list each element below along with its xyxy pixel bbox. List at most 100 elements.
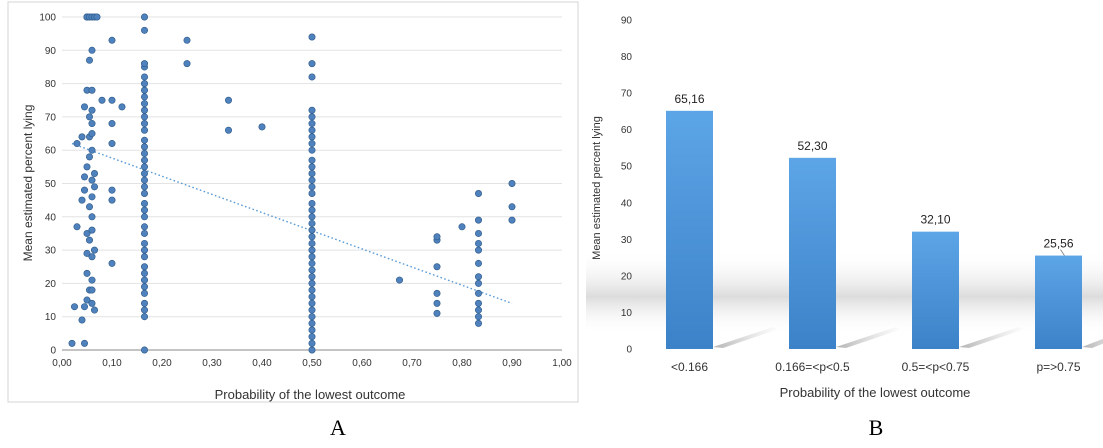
- scatter-point: [141, 313, 149, 321]
- scatter-x-tick-label: 0,80: [452, 358, 472, 369]
- bar-category-label: <0.166: [671, 360, 708, 374]
- scatter-point: [83, 296, 91, 304]
- scatter-y-tick-label: 20: [45, 279, 57, 290]
- scatter-point: [141, 276, 149, 284]
- scatter-point: [108, 120, 116, 128]
- scatter-point: [308, 259, 316, 267]
- bar-y-tick-labels: 0 10 20 30 40 50 60 70 80 90: [621, 16, 633, 356]
- bar-shadows: [713, 327, 1103, 348]
- bar: [789, 157, 836, 349]
- scatter-point: [88, 193, 96, 201]
- bar-y-tick-label: 80: [621, 52, 633, 63]
- scatter-point: [108, 36, 116, 44]
- scatter-y-axis-label: Mean estimated percent lying: [21, 105, 35, 262]
- bar-y-tick-label: 50: [621, 162, 633, 173]
- scatter-point: [308, 346, 316, 354]
- scatter-point: [78, 196, 86, 204]
- scatter-point: [81, 303, 89, 311]
- scatter-point: [88, 276, 96, 284]
- scatter-point: [141, 86, 149, 94]
- scatter-point: [308, 326, 316, 334]
- bar-shadow: [1082, 338, 1103, 348]
- scatter-point: [308, 133, 316, 141]
- scatter-point: [141, 239, 149, 247]
- scatter-point: [141, 13, 149, 21]
- scatter-point: [141, 73, 149, 81]
- scatter-point: [308, 219, 316, 227]
- scatter-point: [308, 156, 316, 164]
- bar-value-label: 32,10: [920, 213, 950, 227]
- scatter-y-tick-label: 70: [45, 112, 57, 123]
- scatter-x-tick-label: 0,50: [302, 358, 322, 369]
- scatter-point: [308, 253, 316, 261]
- scatter-point: [308, 319, 316, 327]
- scatter-point: [88, 226, 96, 234]
- scatter-x-tick-label: 0,60: [352, 358, 372, 369]
- scatter-point: [308, 226, 316, 234]
- scatter-point: [308, 170, 316, 178]
- scatter-x-tick-label: 0,10: [102, 358, 122, 369]
- scatter-point: [141, 100, 149, 108]
- scatter-point: [308, 120, 316, 128]
- scatter-point: [141, 306, 149, 314]
- scatter-point: [308, 113, 316, 121]
- scatter-point: [141, 199, 149, 207]
- scatter-point: [308, 199, 316, 207]
- scatter-point: [141, 126, 149, 134]
- scatter-point: [308, 299, 316, 307]
- scatter-point: [508, 180, 516, 188]
- scatter-point: [308, 126, 316, 134]
- scatter-point: [81, 103, 89, 111]
- scatter-point: [141, 289, 149, 297]
- scatter-point: [86, 203, 94, 211]
- scatter-y-tick-label: 10: [45, 312, 57, 323]
- scatter-x-tick-label: 0,70: [402, 358, 422, 369]
- scatter-point: [141, 170, 149, 178]
- bar: [1035, 255, 1082, 349]
- scatter-point: [433, 289, 441, 297]
- scatter-point: [308, 333, 316, 341]
- scatter-point: [395, 276, 403, 284]
- scatter-point: [141, 299, 149, 307]
- scatter-point: [118, 103, 126, 111]
- scatter-point: [474, 319, 482, 327]
- scatter-y-tick-label: 80: [45, 79, 57, 90]
- scatter-point: [141, 60, 149, 68]
- bar-value-label: 52,30: [797, 139, 827, 153]
- scatter-point: [225, 126, 233, 134]
- scatter-y-tick-label: 90: [45, 46, 57, 57]
- scatter-point: [88, 176, 96, 184]
- scatter-x-tick-labels: 0,00 0,10 0,20 0,30 0,40 0,50 0,60 0,70 0,80 0,90…: [52, 358, 572, 369]
- scatter-point: [86, 236, 94, 244]
- scatter-point: [183, 36, 191, 44]
- scatter-point: [141, 120, 149, 128]
- scatter-point: [91, 246, 99, 254]
- scatter-point: [308, 313, 316, 321]
- scatter-point: [83, 269, 91, 277]
- scatter-point: [308, 339, 316, 347]
- bar-y-tick-label: 20: [621, 271, 633, 282]
- scatter-point: [141, 113, 149, 121]
- scatter-point: [88, 253, 96, 261]
- scatter-point: [88, 106, 96, 114]
- scatter-x-tick-label: 0,30: [202, 358, 222, 369]
- scatter-point: [108, 140, 116, 148]
- bar-shadow: [836, 327, 902, 348]
- scatter-point: [88, 46, 96, 54]
- scatter-point: [141, 253, 149, 261]
- scatter-point: [141, 80, 149, 88]
- scatter-point: [88, 213, 96, 221]
- bar-category-labels: <0.166 0.166=<p<0.5 0.5=<p<0.75 p=>0.75: [671, 360, 1081, 374]
- scatter-point: [83, 249, 91, 257]
- scatter-point: [81, 173, 89, 181]
- scatter-point: [308, 306, 316, 314]
- bar-y-tick-label: 10: [621, 308, 633, 319]
- bar: [912, 231, 959, 349]
- scatter-y-tick-label: 0: [50, 346, 56, 357]
- scatter-point: [141, 189, 149, 197]
- scatter-trendline: [71, 142, 513, 305]
- scatter-point: [71, 303, 79, 311]
- scatter-point: [73, 223, 81, 231]
